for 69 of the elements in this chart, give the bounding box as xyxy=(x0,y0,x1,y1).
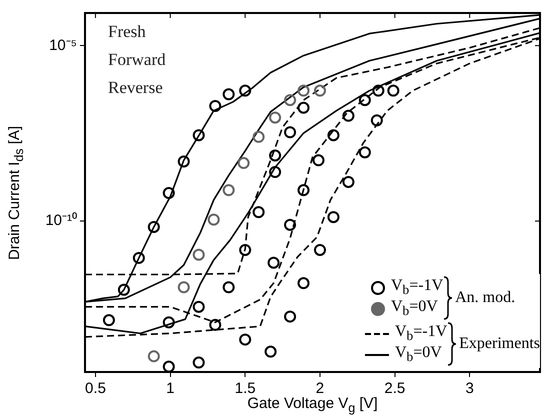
x-tick-label: 1.5 xyxy=(234,380,256,398)
point xyxy=(192,356,205,369)
point xyxy=(342,110,354,122)
point xyxy=(239,334,252,346)
point xyxy=(269,112,282,124)
point xyxy=(268,256,280,269)
point xyxy=(327,211,340,224)
point xyxy=(298,277,310,290)
point xyxy=(314,244,326,256)
point xyxy=(162,187,175,200)
point xyxy=(370,114,383,126)
point xyxy=(192,129,205,142)
point xyxy=(269,149,282,162)
point xyxy=(238,157,250,170)
point xyxy=(118,284,130,296)
point xyxy=(284,126,296,138)
point xyxy=(222,88,235,100)
annotation: Fresh xyxy=(108,22,146,42)
annotation: Reverse xyxy=(108,78,163,98)
point xyxy=(298,184,310,196)
legend-label: V$_{b}$=0V xyxy=(394,344,442,366)
point xyxy=(269,166,282,178)
point xyxy=(342,176,354,188)
point xyxy=(252,130,265,143)
point xyxy=(222,281,235,294)
annotation: Forward xyxy=(108,50,166,70)
y-tick-label: 10⁻¹⁰ xyxy=(45,212,77,230)
point xyxy=(162,360,175,372)
point xyxy=(358,146,371,158)
point xyxy=(192,300,205,313)
x-tick-label: 1 xyxy=(166,380,174,398)
point xyxy=(298,102,310,114)
point xyxy=(239,244,252,256)
point xyxy=(102,314,115,326)
annotation: Experiments xyxy=(459,335,540,353)
point xyxy=(387,84,400,97)
point xyxy=(209,318,222,331)
point xyxy=(222,184,235,196)
point xyxy=(252,206,265,218)
x-tick-label: 2 xyxy=(316,380,324,398)
x-tick-label: 3 xyxy=(465,380,474,398)
point xyxy=(209,100,222,112)
legend-label: V$_{b}$=0V xyxy=(390,298,438,320)
point xyxy=(358,94,371,106)
point xyxy=(208,214,220,226)
point xyxy=(284,94,296,106)
x-tick-label: 2.5 xyxy=(384,380,406,398)
point xyxy=(312,154,324,166)
point xyxy=(148,220,160,233)
point xyxy=(132,252,145,264)
point xyxy=(264,346,277,358)
x-tick-label: 0.5 xyxy=(85,380,106,398)
point xyxy=(178,281,190,294)
point xyxy=(372,84,384,97)
point xyxy=(162,316,175,328)
point xyxy=(327,129,340,142)
point xyxy=(298,84,310,97)
y-tick-label: 10⁻⁵ xyxy=(49,36,77,54)
point xyxy=(178,155,190,168)
annotation: An. mod. xyxy=(455,289,516,307)
point xyxy=(314,84,326,97)
point xyxy=(148,350,160,362)
legend-label: V$_{b}$=-1V xyxy=(390,276,444,298)
point xyxy=(284,218,296,231)
x-axis-title: Gate Voltage V$_{g}$ [V] xyxy=(247,395,378,415)
legend-label: V$_{b}$=-1V xyxy=(394,322,448,344)
point xyxy=(239,84,252,97)
point xyxy=(192,248,205,261)
point xyxy=(284,310,296,323)
